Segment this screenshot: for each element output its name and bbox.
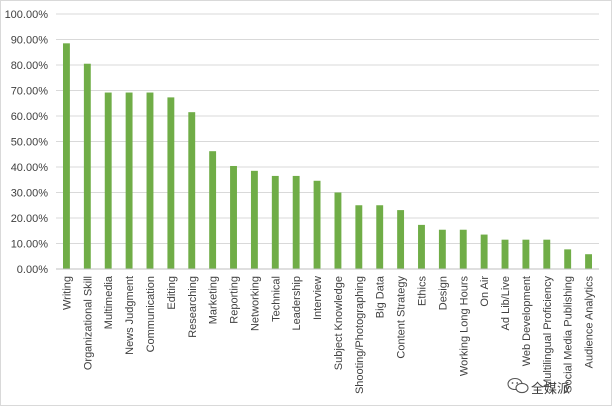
y-tick-label: 50.00%: [11, 137, 49, 149]
bar: [543, 239, 551, 269]
bar: [209, 151, 217, 269]
bars: [62, 43, 593, 270]
bar: [418, 224, 425, 269]
bar: [188, 112, 196, 269]
x-category-label: Editing: [166, 276, 178, 310]
bar: [167, 97, 175, 269]
x-category-label: News Judgment: [124, 276, 136, 355]
y-tick-label: 10.00%: [11, 239, 49, 251]
x-category-label: Audience Analytics: [584, 276, 596, 369]
x-axis-category-labels: Writing Organizational Skill Multimedia New…: [61, 275, 595, 394]
bar: [438, 229, 446, 269]
bar: [334, 192, 342, 269]
x-category-label: Networking: [249, 276, 261, 331]
bar: [459, 229, 467, 269]
x-category-label: Content Strategy: [396, 276, 408, 359]
bar: [104, 92, 112, 269]
x-category-label: Interview: [312, 276, 324, 320]
x-category-label: Reporting: [229, 276, 241, 324]
bar: [397, 210, 405, 269]
x-category-label: Ad Lib/Live: [500, 276, 512, 330]
wechat-icon: [507, 377, 529, 394]
bar: [522, 239, 530, 269]
x-category-label: Shooting/Photographing: [354, 276, 366, 394]
y-tick-label: 0.00%: [17, 264, 48, 276]
x-category-label: On Air: [479, 276, 491, 307]
x-category-label: Big Data: [375, 275, 387, 318]
y-tick-label: 100.00%: [5, 9, 49, 21]
bar: [501, 239, 509, 269]
y-tick-label: 70.00%: [11, 86, 49, 98]
x-category-label: Design: [437, 276, 449, 310]
bar: [292, 175, 300, 269]
x-category-label: Marketing: [208, 276, 220, 324]
y-axis-tick-labels: 0.00% 10.00% 20.00% 30.00% 40.00% 50.00% 60.00…: [5, 9, 49, 276]
x-category-label: Communication: [145, 276, 157, 352]
y-tick-label: 30.00%: [11, 188, 49, 200]
x-category-label: Working Long Hours: [458, 276, 470, 377]
x-category-label: Organizational Skill: [82, 276, 94, 370]
y-tick-label: 20.00%: [11, 213, 49, 225]
bar: [125, 92, 133, 269]
watermark: 全媒派: [507, 377, 570, 397]
watermark-text: 全媒派: [531, 381, 570, 397]
x-category-label: Multimedia: [103, 275, 115, 329]
x-category-label: Ethics: [416, 276, 428, 306]
x-category-label: Subject Knowledge: [333, 276, 345, 370]
x-category-label: Technical: [270, 276, 282, 322]
y-tick-label: 80.00%: [11, 60, 49, 72]
bar: [480, 234, 488, 269]
bar: [376, 205, 384, 269]
y-tick-label: 40.00%: [11, 162, 49, 174]
bar: [585, 254, 593, 269]
bar: [230, 165, 237, 269]
x-category-label: Researching: [187, 276, 199, 338]
bar: [355, 205, 363, 269]
bar: [62, 43, 70, 270]
x-category-label: Web Development: [521, 276, 533, 366]
bar: [83, 63, 91, 269]
bar: [313, 180, 321, 269]
bar: [564, 249, 572, 269]
bar: [146, 92, 154, 269]
x-category-label: Leadership: [291, 276, 303, 330]
x-category-label: Multilingual Proficiency: [542, 276, 554, 388]
bar: [250, 170, 258, 269]
x-category-label: Social Media Publishing: [563, 276, 575, 393]
gridlines: [56, 13, 599, 244]
bar: [271, 175, 279, 269]
x-category-label: Writing: [61, 276, 73, 310]
y-tick-label: 60.00%: [11, 111, 49, 123]
y-tick-label: 90.00%: [11, 35, 49, 47]
